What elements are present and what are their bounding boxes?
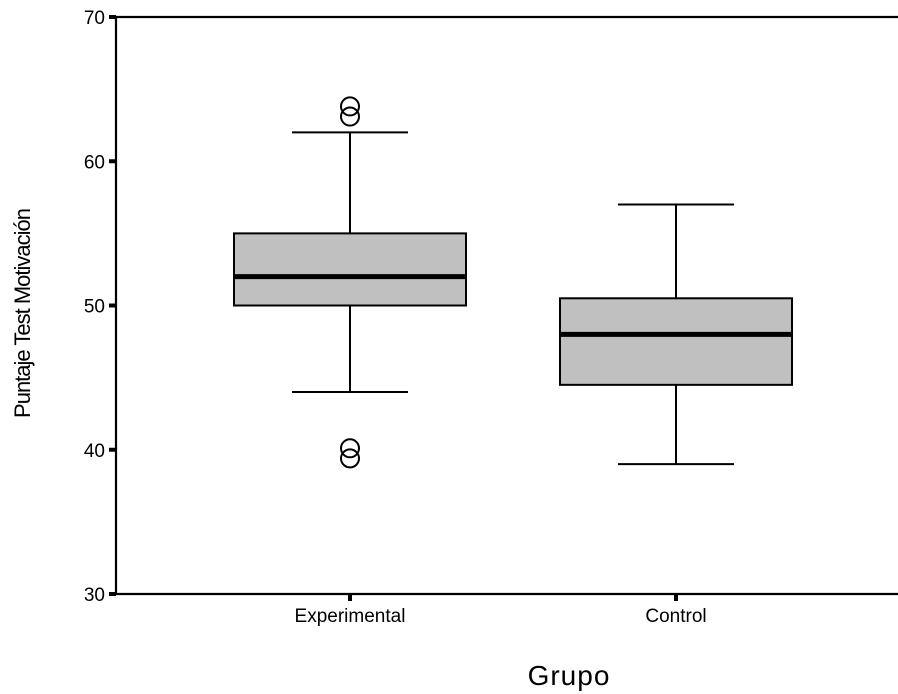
y-tick-label: 50	[84, 297, 105, 318]
box-series	[233, 96, 793, 469]
iqr-box	[233, 232, 467, 307]
x-axis-title: Grupo	[528, 660, 611, 691]
y-tick-label: 70	[84, 8, 105, 29]
y-tick-label: 30	[84, 585, 105, 606]
iqr-box	[559, 297, 793, 386]
box-control	[559, 203, 793, 466]
x-tick-label: Control	[645, 606, 706, 627]
outlier-point	[340, 448, 360, 469]
y-axis-ticks: 30 40 50 60 70	[84, 8, 116, 606]
y-tick-label: 60	[84, 152, 105, 173]
y-axis-title: Puntaje Test Motivación	[10, 209, 35, 418]
x-axis-ticks: Experimental Control	[295, 594, 707, 627]
outlier-point	[340, 96, 360, 117]
x-tick-label: Experimental	[295, 606, 406, 627]
outlier-point	[340, 438, 360, 459]
outlier-point	[340, 106, 360, 127]
box-experimental	[233, 96, 467, 469]
y-tick-label: 40	[84, 441, 105, 462]
